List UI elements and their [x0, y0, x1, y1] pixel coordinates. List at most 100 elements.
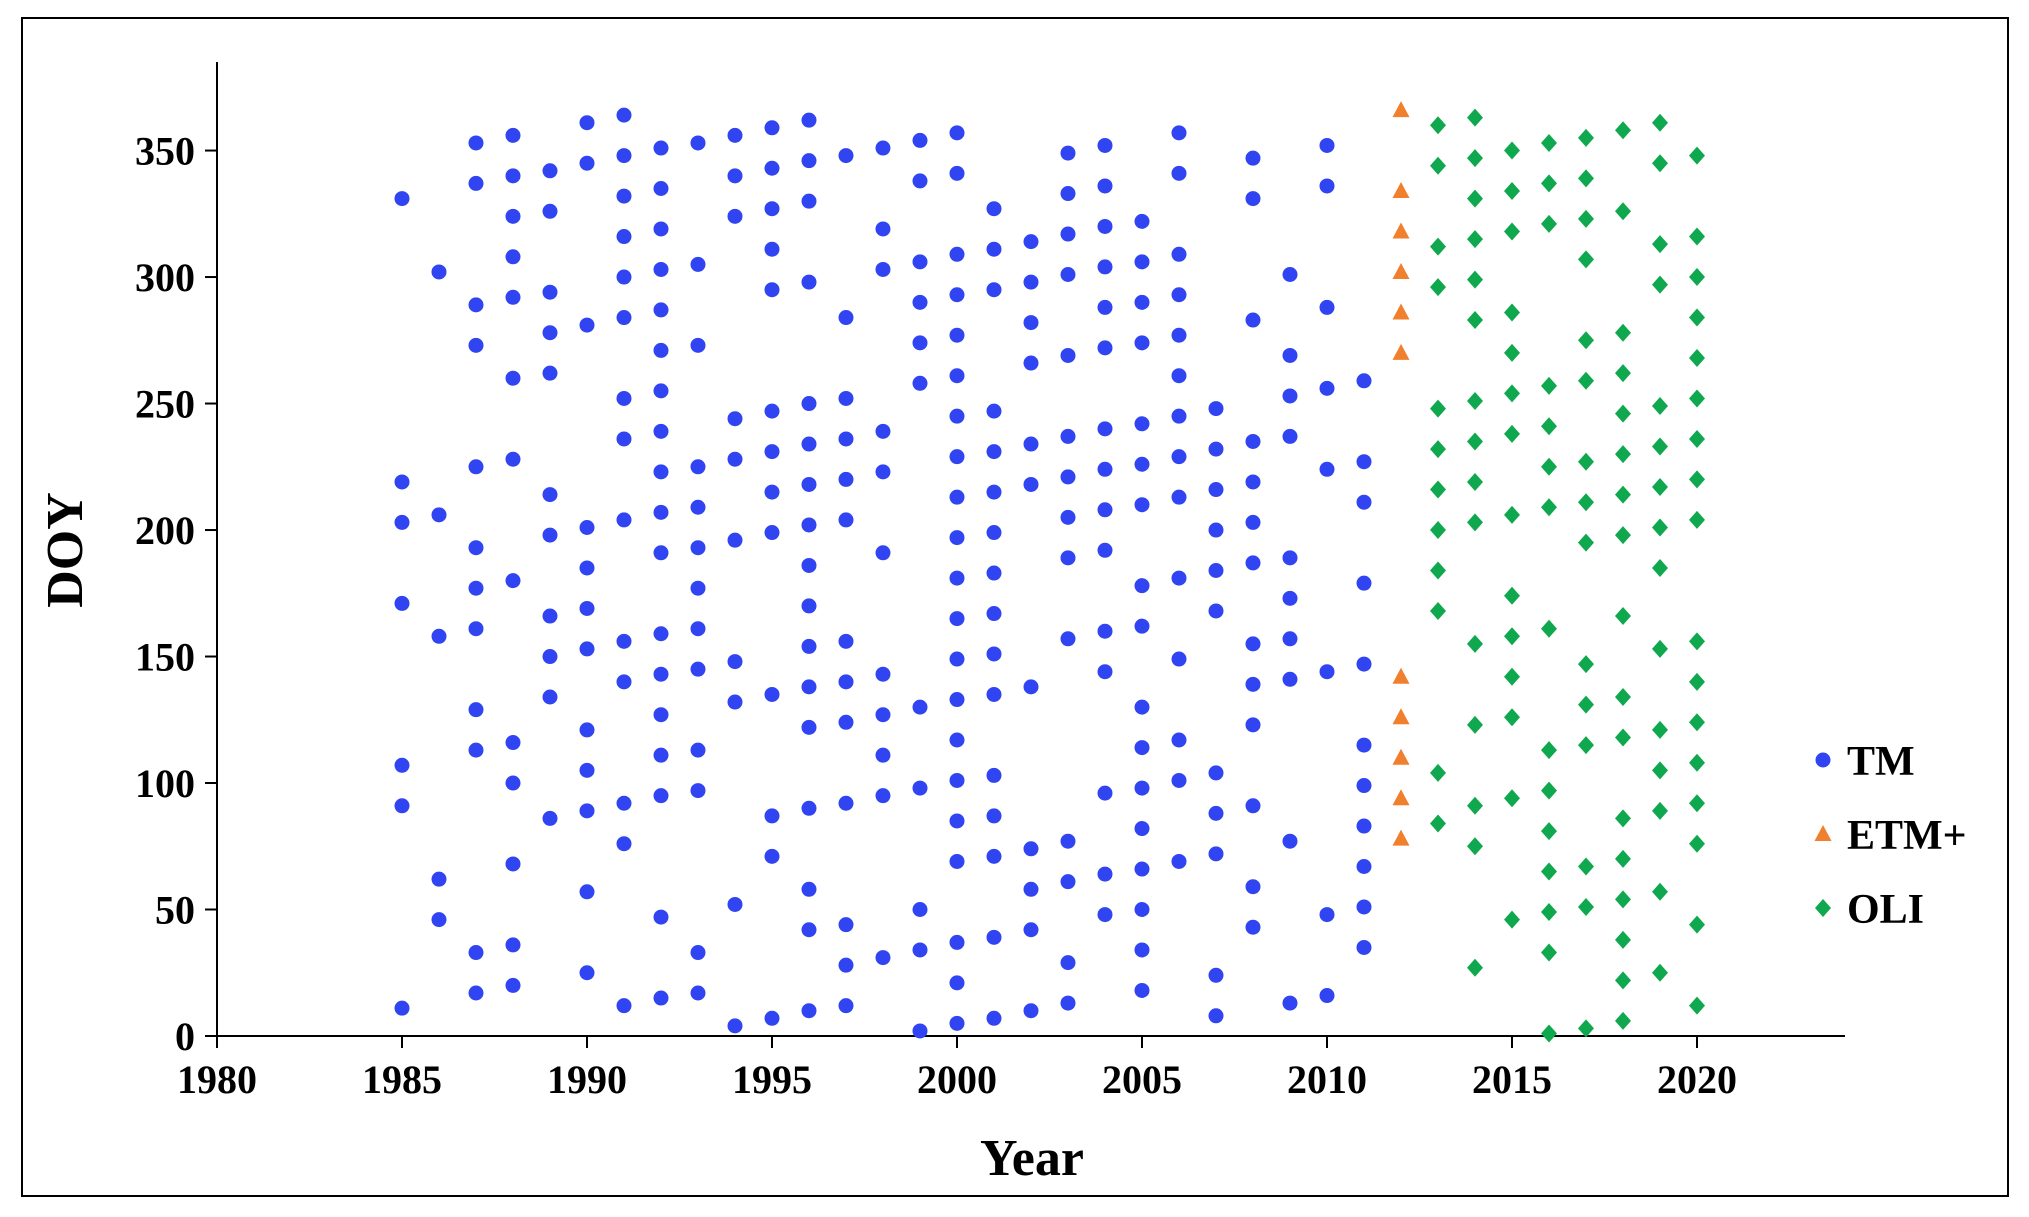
data-point — [986, 201, 1002, 217]
data-point — [394, 595, 410, 611]
data-point — [1134, 861, 1150, 877]
data-point — [505, 856, 521, 872]
data-point — [579, 641, 595, 657]
data-point — [542, 810, 558, 826]
data-point — [1689, 794, 1705, 813]
data-point — [1356, 939, 1372, 955]
data-point — [542, 284, 558, 300]
data-point — [1615, 809, 1631, 828]
data-point — [949, 934, 965, 950]
data-point — [1652, 720, 1668, 739]
data-point — [949, 1015, 965, 1031]
legend-item: TM — [1815, 739, 1915, 785]
data-point — [875, 707, 891, 723]
data-point — [1171, 165, 1187, 181]
data-point — [1689, 429, 1705, 448]
data-point — [1097, 299, 1113, 315]
data-point — [875, 788, 891, 804]
data-point — [1689, 510, 1705, 529]
data-point — [1541, 133, 1557, 152]
data-point — [1578, 452, 1594, 471]
data-point — [1467, 230, 1483, 249]
data-point — [579, 115, 595, 131]
data-point — [1097, 785, 1113, 801]
data-point — [616, 148, 632, 164]
data-point — [1467, 837, 1483, 856]
data-point — [1060, 428, 1076, 444]
data-point — [1578, 169, 1594, 188]
data-point — [1689, 672, 1705, 691]
data-point — [1134, 578, 1150, 594]
data-point — [1541, 417, 1557, 436]
data-point — [764, 282, 780, 298]
data-point — [1097, 664, 1113, 680]
data-point — [912, 375, 928, 391]
data-point — [838, 795, 854, 811]
data-point — [1578, 695, 1594, 714]
data-point — [1245, 676, 1261, 692]
data-point — [468, 297, 484, 313]
data-point — [912, 173, 928, 189]
data-point — [1060, 226, 1076, 242]
data-point — [1504, 708, 1520, 727]
data-point — [727, 451, 743, 467]
data-point — [1467, 796, 1483, 815]
data-point — [949, 651, 965, 667]
data-point — [1430, 601, 1446, 620]
data-point — [1097, 421, 1113, 437]
data-point — [1134, 780, 1150, 796]
data-point — [616, 674, 632, 690]
data-point — [1097, 259, 1113, 275]
data-point — [1615, 687, 1631, 706]
data-point — [1615, 890, 1631, 909]
data-point — [1060, 995, 1076, 1011]
data-point — [616, 795, 632, 811]
data-point — [1356, 899, 1372, 915]
data-point — [653, 504, 669, 520]
data-point — [505, 937, 521, 953]
data-point — [838, 390, 854, 406]
data-point — [1356, 656, 1372, 672]
data-point — [1652, 154, 1668, 173]
data-point — [1282, 267, 1298, 283]
legend-item: OLI — [1815, 887, 1924, 933]
data-point — [1134, 294, 1150, 310]
data-point — [1392, 829, 1410, 846]
data-point — [1060, 509, 1076, 525]
data-point — [949, 813, 965, 829]
data-point — [1541, 781, 1557, 800]
data-point — [505, 573, 521, 589]
data-point — [1392, 789, 1410, 806]
data-point — [653, 666, 669, 682]
data-point — [1060, 833, 1076, 849]
data-point — [1245, 312, 1261, 328]
data-point — [764, 808, 780, 824]
data-point — [1023, 881, 1039, 897]
data-point — [1060, 631, 1076, 647]
data-point — [653, 342, 669, 358]
data-point — [653, 423, 669, 439]
data-point — [1652, 397, 1668, 416]
data-point — [1282, 631, 1298, 647]
data-point — [1615, 485, 1631, 504]
data-point — [1689, 389, 1705, 408]
data-point — [949, 246, 965, 262]
data-point — [949, 489, 965, 505]
data-point — [1208, 765, 1224, 781]
data-point — [1171, 246, 1187, 262]
data-point — [1615, 1011, 1631, 1030]
data-point — [1467, 634, 1483, 653]
data-point — [801, 598, 817, 614]
data-point — [394, 757, 410, 773]
data-point — [838, 431, 854, 447]
data-point — [1578, 493, 1594, 512]
data-point — [653, 788, 669, 804]
data-point — [1134, 618, 1150, 634]
data-point — [1430, 561, 1446, 580]
data-point — [690, 621, 706, 637]
data-point — [579, 965, 595, 981]
data-point — [1578, 533, 1594, 552]
data-point — [1430, 116, 1446, 135]
data-point — [1319, 380, 1335, 396]
data-point — [1171, 489, 1187, 505]
